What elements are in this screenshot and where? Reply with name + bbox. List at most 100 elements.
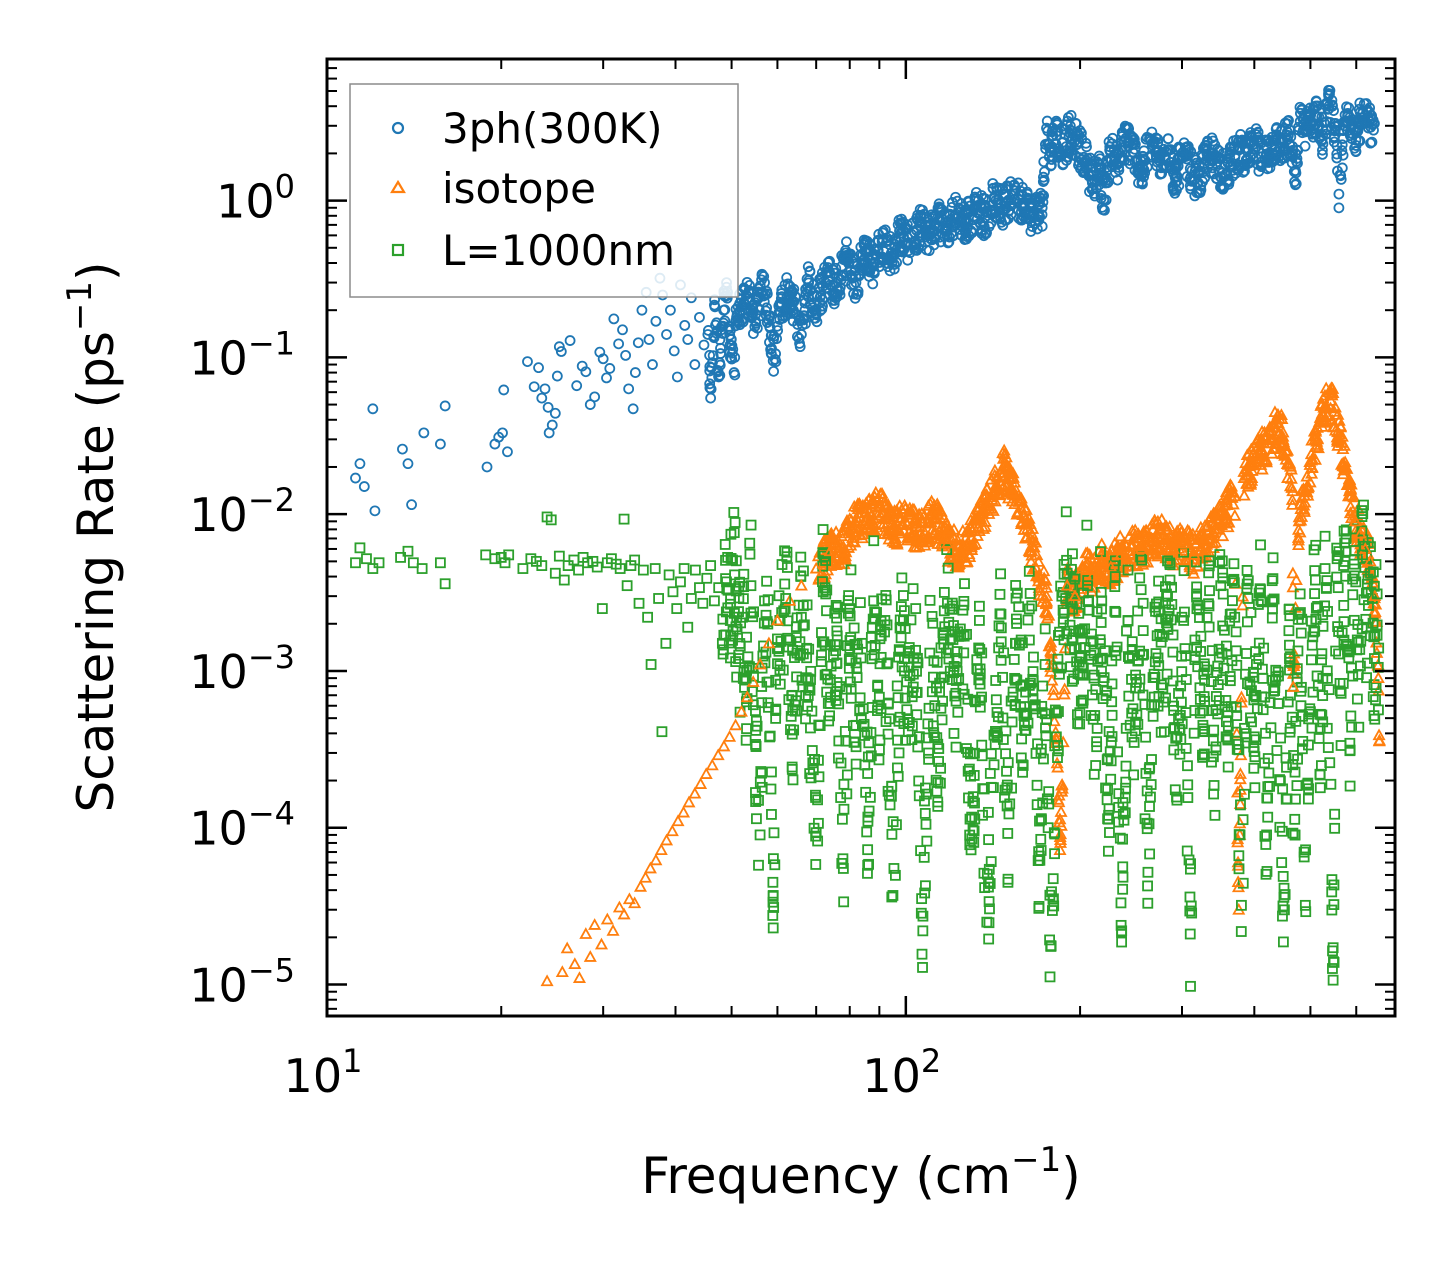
- dense-point: [769, 859, 781, 871]
- point-isotope: [1286, 680, 1300, 692]
- dense-point: [725, 352, 736, 363]
- dense-point: [838, 778, 850, 790]
- dense-point: [770, 705, 782, 716]
- dense-point: [1203, 560, 1215, 572]
- point-l1000nm: [1203, 600, 1215, 612]
- point-isotope: [688, 786, 702, 799]
- point-3ph: [498, 384, 510, 396]
- point-l1000nm: [772, 633, 783, 645]
- point-3ph: [580, 366, 592, 378]
- dense-point: [882, 657, 894, 669]
- dense-point: [1283, 459, 1297, 472]
- point-3ph: [905, 239, 917, 251]
- dense-point: [1344, 780, 1356, 792]
- dense-point: [1079, 546, 1093, 559]
- point-3ph: [636, 304, 648, 316]
- dense-point: [1290, 793, 1301, 805]
- dense-point: [720, 554, 731, 566]
- dense-point: [990, 675, 1002, 686]
- point-3ph: [536, 392, 548, 404]
- dense-point: [786, 763, 798, 775]
- dense-point: [1327, 974, 1339, 986]
- dense-point: [1051, 117, 1063, 129]
- dense-point: [933, 756, 944, 767]
- dense-point: [1219, 492, 1233, 505]
- dense-point: [1091, 741, 1103, 753]
- dense-point: [1134, 682, 1145, 694]
- dense-point: [845, 632, 857, 643]
- dense-point: [1203, 621, 1215, 633]
- dense-point: [1037, 680, 1049, 692]
- dense-point: [1265, 446, 1279, 459]
- dense-point: [1336, 145, 1348, 156]
- dense-point: [1295, 627, 1307, 639]
- dense-point: [756, 269, 768, 281]
- dense-point: [1038, 190, 1049, 202]
- dense-point: [882, 728, 894, 740]
- dense-point: [1205, 676, 1217, 687]
- point-isotope: [1246, 456, 1260, 469]
- dense-point: [1222, 734, 1234, 746]
- dense-point: [1304, 447, 1318, 460]
- dense-point: [725, 334, 737, 345]
- dense-point: [929, 731, 940, 743]
- dense-point: [1112, 746, 1123, 758]
- dense-point: [995, 568, 1007, 580]
- dense-point: [844, 610, 856, 622]
- dense-point: [988, 759, 1000, 771]
- dense-point: [1233, 797, 1247, 809]
- dense-point: [922, 718, 934, 730]
- point-3ph: [1317, 130, 1329, 141]
- dense-point: [831, 657, 843, 669]
- dense-point: [925, 494, 939, 507]
- dense-point: [1231, 858, 1245, 871]
- dense-point: [1233, 863, 1245, 875]
- dense-point: [817, 548, 829, 560]
- point-l1000nm: [545, 514, 557, 526]
- dense-point: [1276, 433, 1290, 445]
- point-isotope: [1255, 444, 1269, 457]
- dense-point: [779, 545, 790, 557]
- dense-point: [904, 645, 915, 657]
- dense-point: [1030, 548, 1044, 561]
- dense-point: [854, 597, 866, 609]
- dense-point: [1023, 517, 1037, 529]
- dense-point: [734, 638, 746, 649]
- dense-point: [1178, 565, 1190, 577]
- dense-point: [1348, 523, 1360, 535]
- point-isotope: [606, 923, 620, 936]
- dense-point: [1117, 833, 1129, 845]
- dense-point: [1321, 665, 1333, 677]
- legend-label-l1000nm: L=1000nm: [442, 226, 675, 275]
- dense-point: [1037, 176, 1049, 188]
- point-3ph: [759, 277, 770, 288]
- point-3ph: [988, 191, 1000, 203]
- dense-point: [1256, 454, 1270, 466]
- dense-point: [798, 314, 809, 326]
- dense-point: [772, 658, 783, 670]
- dense-point: [876, 490, 890, 503]
- dense-point: [838, 803, 850, 815]
- dense-point: [968, 825, 980, 837]
- point-l1000nm: [725, 593, 736, 604]
- point-l1000nm: [642, 611, 654, 623]
- point-isotope: [987, 484, 1001, 497]
- dense-point: [1051, 707, 1062, 719]
- dense-point: [1249, 751, 1261, 763]
- point-l1000nm: [1261, 829, 1272, 841]
- dense-point: [1117, 871, 1129, 883]
- dense-point: [862, 259, 874, 270]
- dense-point: [767, 876, 779, 888]
- point-3ph: [367, 403, 379, 415]
- dense-point: [1337, 677, 1349, 689]
- dense-point: [755, 766, 767, 777]
- dense-point: [1319, 530, 1331, 542]
- dense-point: [1305, 460, 1319, 473]
- dense-point: [933, 201, 945, 213]
- point-3ph: [709, 301, 721, 313]
- dense-point: [1174, 748, 1186, 760]
- dense-point: [1209, 511, 1223, 524]
- dense-point: [1282, 696, 1294, 708]
- point-isotope: [762, 636, 776, 649]
- point-isotope: [1286, 484, 1300, 497]
